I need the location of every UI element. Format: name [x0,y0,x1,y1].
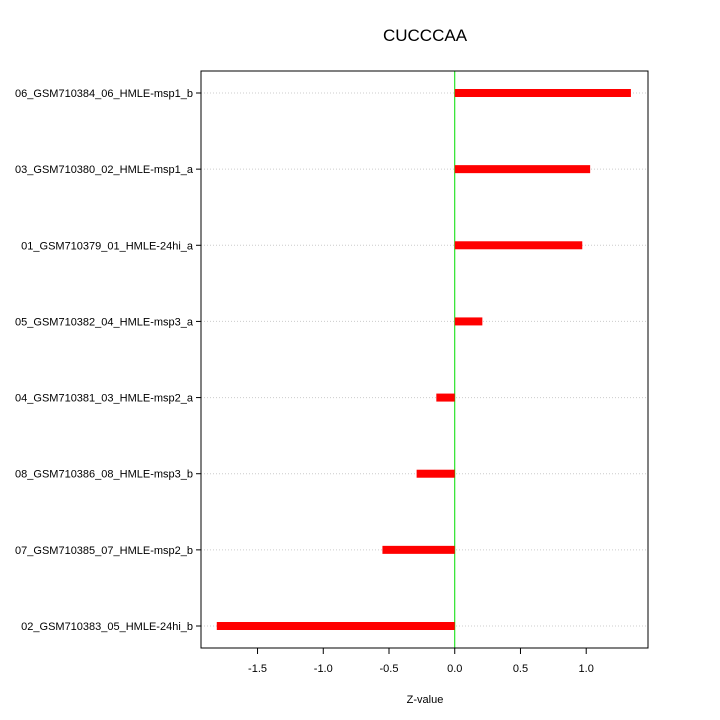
category-label: 04_GSM710381_03_HMLE-msp2_a [15,393,194,405]
plot-frame [200,70,649,649]
bar [382,545,455,554]
x-axis-label: Z-value [407,694,444,706]
category-labels: 06_GSM710384_06_HMLE-msp1_b 03_GSM710380_… [15,88,201,633]
x-tick-label: -0.5 [380,663,399,675]
category-label: 06_GSM710384_06_HMLE-msp1_b [15,88,193,100]
category-label: 03_GSM710380_02_HMLE-msp1_a [15,164,194,176]
category-label: 05_GSM710382_04_HMLE-msp3_a [15,316,194,328]
x-tick-label: -1.0 [314,663,333,675]
x-axis-ticks: -1.5 -1.0 -0.5 0.0 0.5 1.0 [248,647,594,675]
bar [454,89,631,97]
bar [416,469,455,478]
bar [454,317,483,326]
chart-title: CUCCCAA [383,26,468,45]
bars [216,89,631,630]
x-tick-label: -1.5 [248,663,267,675]
bar [216,622,455,630]
x-tick-label: 1.0 [579,663,594,675]
bar [454,241,583,250]
x-tick-label: 0.5 [513,663,528,675]
bar [454,165,591,174]
bar [436,393,455,402]
category-label: 02_GSM710383_05_HMLE-24hi_b [21,621,193,633]
category-label: 07_GSM710385_07_HMLE-msp2_b [15,545,193,557]
category-label: 08_GSM710386_08_HMLE-msp3_b [15,469,193,481]
category-label: 01_GSM710379_01_HMLE-24hi_a [21,240,194,252]
x-tick-label: 0.0 [447,663,462,675]
